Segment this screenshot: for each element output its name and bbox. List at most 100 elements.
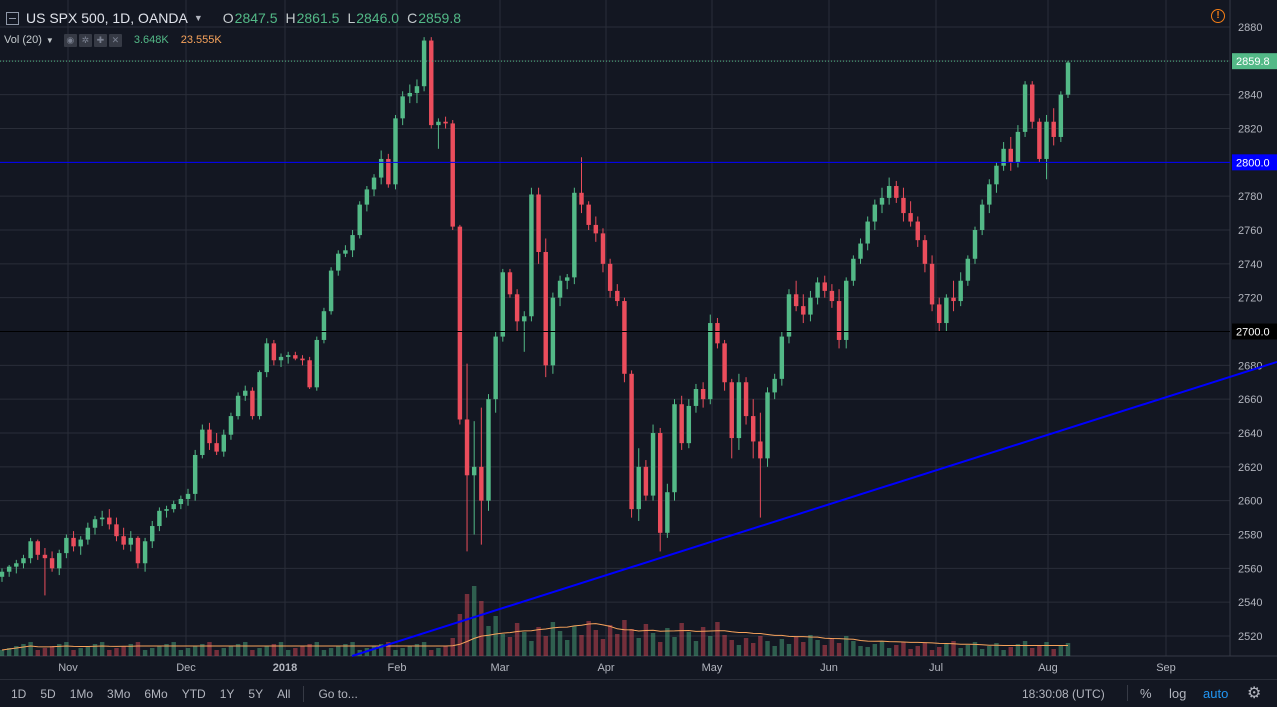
candle-body[interactable]	[429, 40, 434, 126]
candle-body[interactable]	[71, 537, 76, 547]
candle-body[interactable]	[736, 382, 742, 439]
candle-body[interactable]	[1015, 131, 1021, 163]
candle-body[interactable]	[815, 282, 820, 298]
candle-body[interactable]	[979, 204, 985, 230]
candle-body[interactable]	[99, 517, 105, 520]
candle-body[interactable]	[42, 554, 48, 559]
candle-body[interactable]	[908, 213, 913, 222]
candle-body[interactable]	[328, 270, 334, 312]
timeframe-3mo[interactable]: 3Mo	[107, 686, 131, 701]
candle-body[interactable]	[128, 537, 133, 545]
candle-body[interactable]	[114, 524, 119, 537]
candle-body[interactable]	[300, 358, 305, 361]
candle-body[interactable]	[493, 336, 498, 400]
candle-body[interactable]	[471, 466, 477, 476]
candle-body[interactable]	[557, 280, 563, 298]
candle-body[interactable]	[185, 493, 191, 499]
candle-body[interactable]	[994, 165, 999, 185]
candle-body[interactable]	[264, 343, 269, 373]
candle-body[interactable]	[872, 204, 878, 222]
candle-body[interactable]	[271, 343, 277, 361]
candle-body[interactable]	[836, 301, 842, 340]
clock-time[interactable]: 18:30:08 (UTC)	[1022, 686, 1105, 701]
candle-body[interactable]	[0, 571, 5, 577]
candle-body[interactable]	[1051, 121, 1056, 137]
candle-body[interactable]	[192, 454, 198, 494]
candle-body[interactable]	[393, 118, 398, 185]
candle-body[interactable]	[657, 433, 663, 533]
candle-body[interactable]	[457, 226, 463, 420]
timeframe-6mo[interactable]: 6Mo	[144, 686, 168, 701]
timeframe-all[interactable]: All	[277, 686, 291, 701]
candle-body[interactable]	[708, 323, 713, 400]
candle-body[interactable]	[364, 189, 370, 205]
candle-body[interactable]	[765, 392, 770, 459]
candle-body[interactable]	[743, 382, 749, 417]
goto-button[interactable]: Go to...	[318, 686, 358, 701]
candle-body[interactable]	[336, 253, 341, 271]
candle-body[interactable]	[28, 541, 33, 559]
candle-body[interactable]	[6, 566, 12, 572]
candle-body[interactable]	[622, 301, 627, 374]
candle-body[interactable]	[586, 204, 591, 225]
candle-body[interactable]	[543, 251, 548, 366]
candle-body[interactable]	[643, 466, 649, 496]
candle-body[interactable]	[679, 404, 684, 444]
candle-body[interactable]	[693, 389, 699, 406]
chevron-down-icon[interactable]: ▼	[193, 13, 203, 23]
trend-line[interactable]	[351, 360, 1277, 657]
timeframe-5d[interactable]: 5D	[40, 686, 56, 701]
candle-body[interactable]	[57, 553, 62, 569]
candle-body[interactable]	[922, 240, 928, 264]
candle-body[interactable]	[865, 221, 870, 244]
more-icon[interactable]: ✚	[93, 33, 107, 47]
candle-body[interactable]	[414, 86, 420, 93]
candle-body[interactable]	[772, 378, 777, 393]
candle-body[interactable]	[929, 263, 935, 305]
timeframe-ytd[interactable]: YTD	[181, 686, 206, 701]
candle-body[interactable]	[650, 433, 656, 496]
log-scale-toggle[interactable]: log	[1169, 686, 1187, 701]
candle-body[interactable]	[314, 339, 320, 388]
candle-body[interactable]	[514, 294, 520, 322]
settings-icon[interactable]: ✲	[78, 33, 92, 47]
candle-body[interactable]	[1008, 148, 1013, 163]
candle-body[interactable]	[858, 243, 863, 259]
candle-body[interactable]	[150, 526, 155, 542]
candle-body[interactable]	[700, 389, 706, 400]
candle-body[interactable]	[307, 360, 312, 388]
candle-body[interactable]	[207, 429, 212, 444]
collapse-icon[interactable]	[6, 11, 19, 25]
candle-body[interactable]	[1001, 148, 1006, 166]
timeframe-1y[interactable]: 1Y	[219, 686, 235, 701]
candle-body[interactable]	[529, 194, 534, 317]
candle-body[interactable]	[250, 390, 255, 417]
candle-body[interactable]	[829, 290, 835, 302]
timeframe-1mo[interactable]: 1Mo	[69, 686, 94, 701]
candle-body[interactable]	[779, 336, 785, 379]
candle-body[interactable]	[1065, 62, 1071, 95]
candle-body[interactable]	[421, 40, 427, 87]
candle-body[interactable]	[85, 527, 91, 540]
candle-body[interactable]	[343, 250, 348, 254]
candle-body[interactable]	[722, 343, 727, 383]
candle-body[interactable]	[629, 373, 634, 510]
candle-body[interactable]	[750, 416, 756, 442]
candle-body[interactable]	[407, 92, 413, 97]
candle-body[interactable]	[121, 536, 126, 545]
candle-body[interactable]	[157, 510, 162, 527]
candle-body[interactable]	[443, 121, 448, 124]
alert-icon[interactable]: !	[1211, 9, 1225, 23]
candle-body[interactable]	[35, 541, 40, 555]
candle-body[interactable]	[1044, 121, 1049, 159]
candle-body[interactable]	[107, 517, 112, 525]
candle-body[interactable]	[221, 434, 227, 452]
candle-body[interactable]	[371, 177, 377, 190]
candle-body[interactable]	[243, 390, 248, 396]
candle-body[interactable]	[965, 258, 971, 281]
candle-body[interactable]	[758, 441, 763, 459]
candle-body[interactable]	[285, 355, 291, 357]
candle-body[interactable]	[915, 221, 920, 241]
candle-body[interactable]	[793, 294, 799, 307]
